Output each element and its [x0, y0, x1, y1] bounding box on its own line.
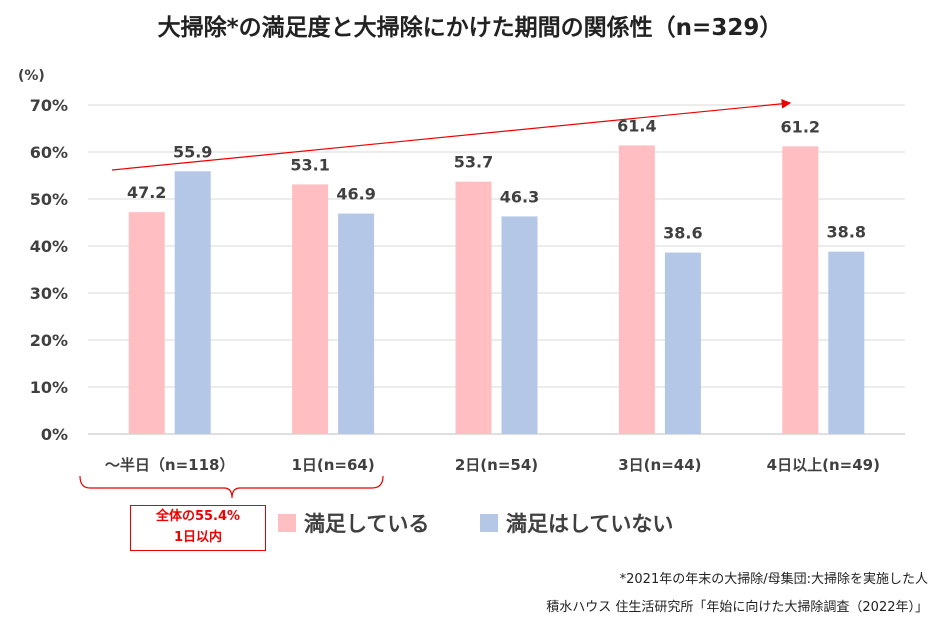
trend-arrow — [111, 99, 792, 171]
x-tick-label: ～半日（n=118） — [105, 456, 235, 474]
data-label: 61.4 — [617, 116, 656, 135]
footnote: *2021年の年末の大掃除/母集団:大掃除を実施した人 — [619, 572, 928, 587]
annotation-line1: 全体の55.4% — [155, 509, 241, 524]
y-tick-label: 30% — [30, 284, 68, 303]
annotation-box: 全体の55.4% 1日以内 — [130, 505, 266, 551]
chart-title: 大掃除*の満足度と大掃除にかけた期間の関係性（n=329） — [157, 15, 783, 41]
data-label: 46.9 — [336, 185, 375, 204]
x-tick-label: 4日以上(n=49) — [767, 456, 880, 474]
legend-not-satisfied: 満足はしていない — [480, 508, 673, 538]
bar — [828, 251, 865, 434]
x-tick-label: 3日(n=44) — [618, 456, 701, 474]
data-label: 61.2 — [781, 117, 820, 136]
legend-swatch — [480, 514, 498, 532]
y-tick-label: 70% — [30, 96, 68, 115]
bar — [782, 146, 819, 435]
legend-label: 満足はしていない — [506, 512, 674, 536]
y-tick-label: 20% — [30, 331, 68, 350]
bar — [174, 171, 211, 434]
data-label: 53.1 — [290, 155, 329, 174]
bar — [338, 213, 375, 434]
bar — [128, 212, 165, 434]
y-tick-label: 0% — [41, 425, 68, 444]
y-tick-label: 40% — [30, 237, 68, 256]
legend-swatch — [278, 514, 296, 532]
bar — [664, 252, 701, 434]
data-label: 55.9 — [173, 142, 212, 161]
legend-label: 満足している — [304, 512, 430, 536]
y-tick-label: 60% — [30, 143, 68, 162]
x-tick-label: 1日(n=64) — [291, 456, 374, 474]
data-label: 46.3 — [500, 187, 539, 206]
bar — [501, 216, 538, 434]
x-tick-label: 2日(n=54) — [455, 456, 538, 474]
legend-satisfied: 満足している — [278, 508, 429, 538]
bar — [292, 184, 329, 434]
y-axis-label: (%) — [18, 68, 45, 84]
data-label: 47.2 — [127, 183, 166, 202]
y-tick-label: 50% — [30, 190, 68, 209]
source-note: 積水ハウス 住生活研究所「年始に向けた大掃除調査（2022年）」 — [546, 600, 928, 615]
bar — [618, 145, 655, 435]
data-label: 38.6 — [663, 224, 702, 243]
annotation-line2: 1日以内 — [173, 530, 223, 545]
bar — [455, 181, 492, 434]
bracket — [79, 475, 384, 499]
y-tick-label: 10% — [30, 378, 68, 397]
data-label: 38.8 — [827, 223, 866, 242]
data-label: 53.7 — [454, 153, 493, 172]
